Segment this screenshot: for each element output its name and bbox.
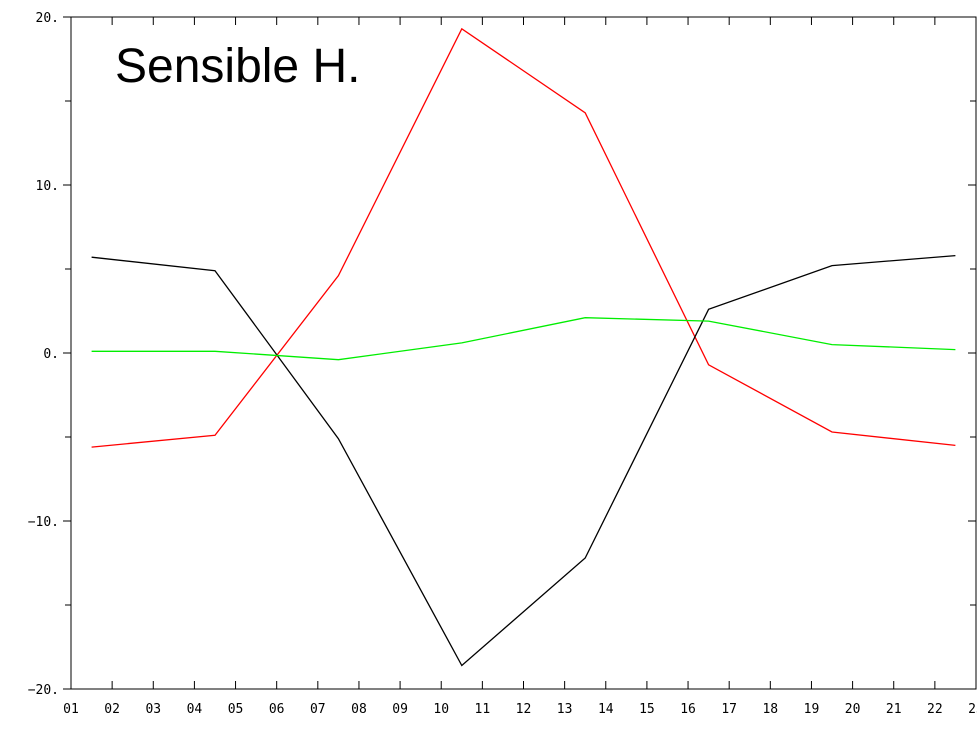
x-tick-label: 09 (392, 702, 408, 717)
axis-tick-labels: 01 02 03 04 05 06 07 08 09 10 11 12 13 14 15 16 17 18 19 20… (28, 11, 977, 717)
x-tick-label: 06 (269, 702, 285, 717)
x-tick-label: 21 (886, 702, 902, 717)
plot-frame (70, 16, 977, 690)
x-tick-label: 13 (557, 702, 573, 717)
x-tick-label: 14 (598, 702, 614, 717)
y-tick-label: −10. (28, 515, 59, 530)
x-tick-label: 08 (351, 702, 367, 717)
x-tick-label: 22 (927, 702, 943, 717)
x-tick-label: 03 (145, 702, 161, 717)
x-tick-label: 05 (228, 702, 244, 717)
x-tick-label: 23 (968, 702, 977, 717)
x-tick-label: 10 (433, 702, 449, 717)
series-line-1 (91, 27, 956, 448)
y-tick-label: 10. (36, 179, 59, 194)
axis-ticks (63, 16, 977, 690)
x-tick-label: 07 (310, 702, 326, 717)
x-tick-label: 02 (104, 702, 120, 717)
x-tick-label: 16 (680, 702, 696, 717)
x-tick-label: 15 (639, 702, 655, 717)
y-tick-label: 0. (43, 347, 59, 362)
y-tick-label: −20. (28, 683, 59, 698)
series-line-2 (91, 254, 956, 667)
y-tick-label: 20. (36, 11, 59, 26)
x-tick-label: 20 (845, 702, 861, 717)
x-tick-label: 04 (187, 702, 203, 717)
x-tick-label: 17 (721, 702, 737, 717)
x-tick-label: 19 (804, 702, 820, 717)
x-tick-label: 12 (516, 702, 532, 717)
x-tick-label: 11 (475, 702, 491, 717)
chart-title: Sensible H. (115, 40, 360, 93)
x-tick-label: 01 (63, 702, 79, 717)
series-line-3 (91, 317, 956, 361)
series-lines (91, 27, 956, 667)
x-tick-label: 18 (762, 702, 778, 717)
